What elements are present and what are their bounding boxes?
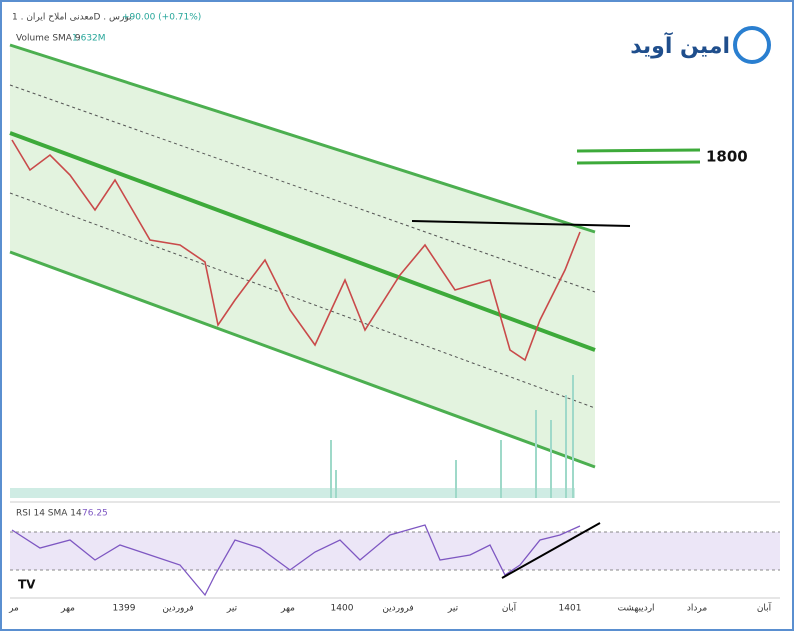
x-axis-label: آبان [502,602,517,614]
resistance-line [411,220,631,227]
x-axis-label: مهر [60,604,75,614]
level-label: 1800 [706,148,748,166]
x-axis-label: تیر [447,604,459,614]
rsi-band [10,532,780,570]
x-axis-label: فروردین [162,604,193,614]
x-axis-label: 1400 [331,604,354,614]
x-axis-label: اردیبهشت [617,604,654,614]
x-axis-label: مرداد [687,604,707,614]
x-axis-label: فروردین [382,604,413,614]
x-axis-label: مهر [280,604,295,614]
volume-name: Volume SMA 9 [16,34,81,44]
x-axis-label: مر [8,604,19,614]
channel-fill [10,45,595,467]
level-line [576,160,701,165]
change: +90.00 (+0.71%) [122,13,201,23]
rsi-name: RSI 14 SMA 14 [16,509,82,519]
tv-logo: TV [18,578,36,592]
volume-value: 1.632M [72,34,106,44]
x-axis-label: 1401 [559,604,582,614]
channel-mid [9,131,596,352]
rsi-line [11,524,581,597]
x-axis-label: 1399 [113,604,136,614]
channel-dash [9,84,596,293]
rsi-trendline [501,522,601,579]
logo-text: امین آوید [630,31,730,59]
rsi-value: 76.25 [82,509,108,519]
channel-dash [9,192,596,409]
level-line [576,148,701,153]
volume-bars [10,375,575,498]
symbol: معدنی املاح ایران . 1D . بورس [12,13,132,23]
channel-bottom [9,250,596,469]
x-axis-label: آبان [757,602,772,614]
x-axis-label: تیر [226,604,238,614]
logo-icon [733,26,771,64]
price-line [11,139,581,362]
channel-top [9,43,596,234]
